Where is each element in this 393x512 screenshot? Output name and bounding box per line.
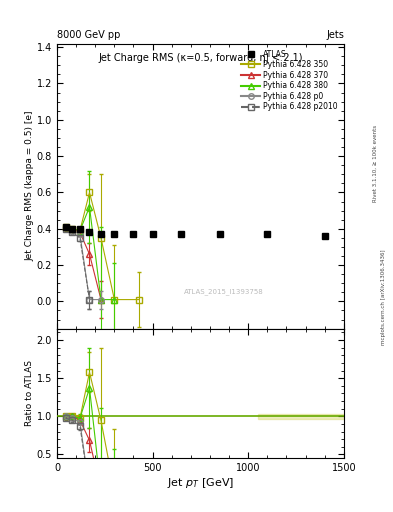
Text: Rivet 3.1.10, ≥ 100k events: Rivet 3.1.10, ≥ 100k events: [373, 125, 378, 202]
Y-axis label: Jet Charge RMS (kappa = 0.5) [e]: Jet Charge RMS (kappa = 0.5) [e]: [25, 111, 34, 261]
Text: 8000 GeV pp: 8000 GeV pp: [57, 30, 120, 40]
Text: Jets: Jets: [326, 30, 344, 40]
Text: mcplots.cern.ch [arXiv:1306.3436]: mcplots.cern.ch [arXiv:1306.3436]: [381, 249, 386, 345]
Legend: ATLAS, Pythia 6.428 350, Pythia 6.428 370, Pythia 6.428 380, Pythia 6.428 p0, Py: ATLAS, Pythia 6.428 350, Pythia 6.428 37…: [239, 47, 340, 114]
Y-axis label: Ratio to ATLAS: Ratio to ATLAS: [25, 360, 34, 426]
Text: Jet Charge RMS (κ=0.5, forward, η| < 2.1): Jet Charge RMS (κ=0.5, forward, η| < 2.1…: [98, 52, 303, 62]
X-axis label: Jet $p_T$ [GeV]: Jet $p_T$ [GeV]: [167, 476, 234, 490]
Bar: [258, 414, 344, 419]
Text: ATLAS_2015_I1393758: ATLAS_2015_I1393758: [184, 288, 263, 295]
